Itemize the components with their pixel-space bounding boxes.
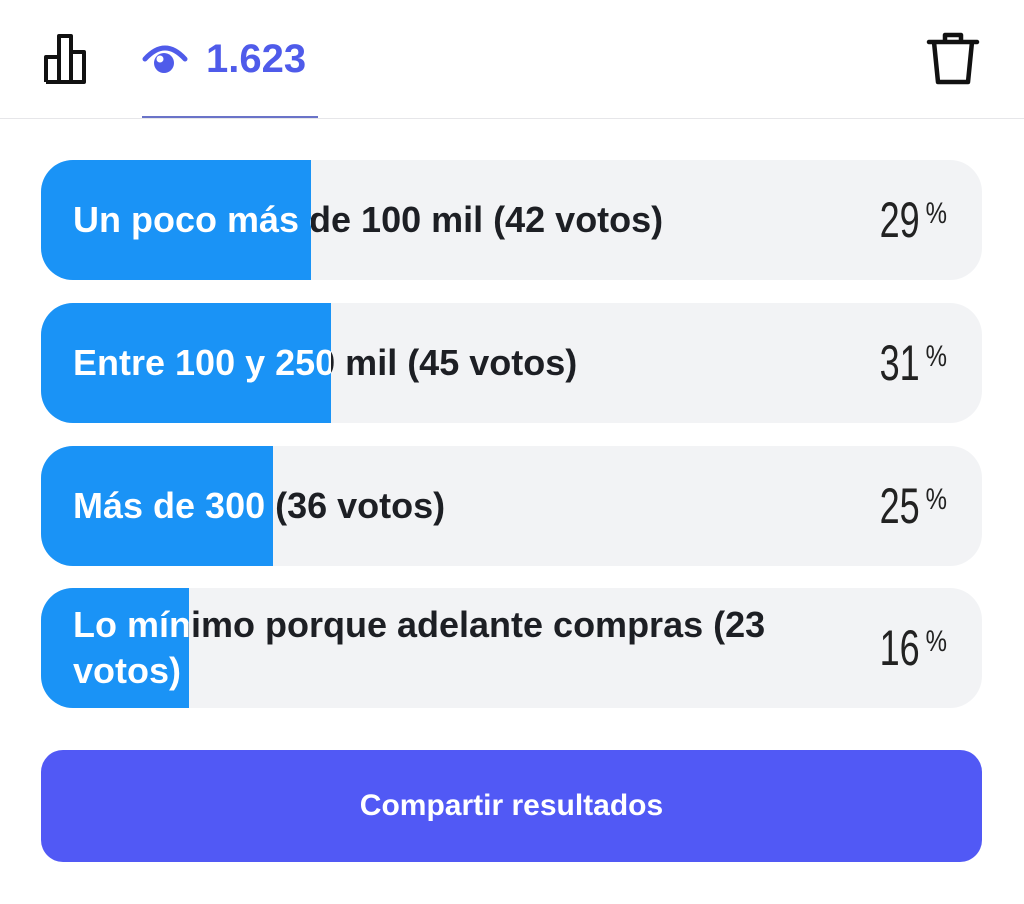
option-label-container: Lo mínimo porque adelante compras (23 vo… [73,588,833,708]
option-label: Lo mínimo porque adelante compras (23 vo… [73,602,833,694]
percent-value: 16 [879,620,920,676]
option-label-container: Un poco más de 100 mil (42 votos) [73,160,833,280]
percent-value: 31 [879,335,920,391]
trash-icon[interactable] [926,30,980,86]
percent-sign: % [925,625,948,658]
option-percent: 31% [864,303,950,423]
option-percent: 25% [864,446,950,566]
share-results-button[interactable]: Compartir resultados [41,750,982,862]
poll-header: 1.623 [0,0,1024,119]
percent-value: 25 [879,478,920,534]
option-label: Entre 100 y 250 mil (45 votos) [73,340,577,386]
views-tab[interactable]: 1.623 [142,34,306,84]
percent-value: 29 [879,192,920,248]
active-tab-indicator [142,116,318,118]
result-bar-fill [41,446,274,566]
option-label: Un poco más de 100 mil (42 votos) [73,197,663,243]
option-label-container: Más de 300 (36 votos) [73,446,833,566]
percent-sign: % [925,483,948,516]
option-label: Más de 300 (36 votos) [73,483,445,529]
poll-option: Entre 100 y 250 mil (45 votos) 31% [41,303,982,423]
result-bar-fill [41,588,189,708]
option-percent: 16% [864,588,950,708]
result-bar-fill [41,160,312,280]
percent-sign: % [925,197,948,230]
eye-icon [142,45,188,73]
result-bar-fill [41,303,331,423]
poll-option: Lo mínimo porque adelante compras (23 vo… [41,588,982,708]
bar-chart-icon[interactable] [44,30,100,86]
percent-sign: % [925,340,948,373]
views-count: 1.623 [206,36,307,81]
option-label-container: Entre 100 y 250 mil (45 votos) [73,303,833,423]
poll-option: Un poco más de 100 mil (42 votos) 29% [41,160,982,280]
option-percent: 29% [864,160,950,280]
poll-option: Más de 300 (36 votos) 25% [41,446,982,566]
